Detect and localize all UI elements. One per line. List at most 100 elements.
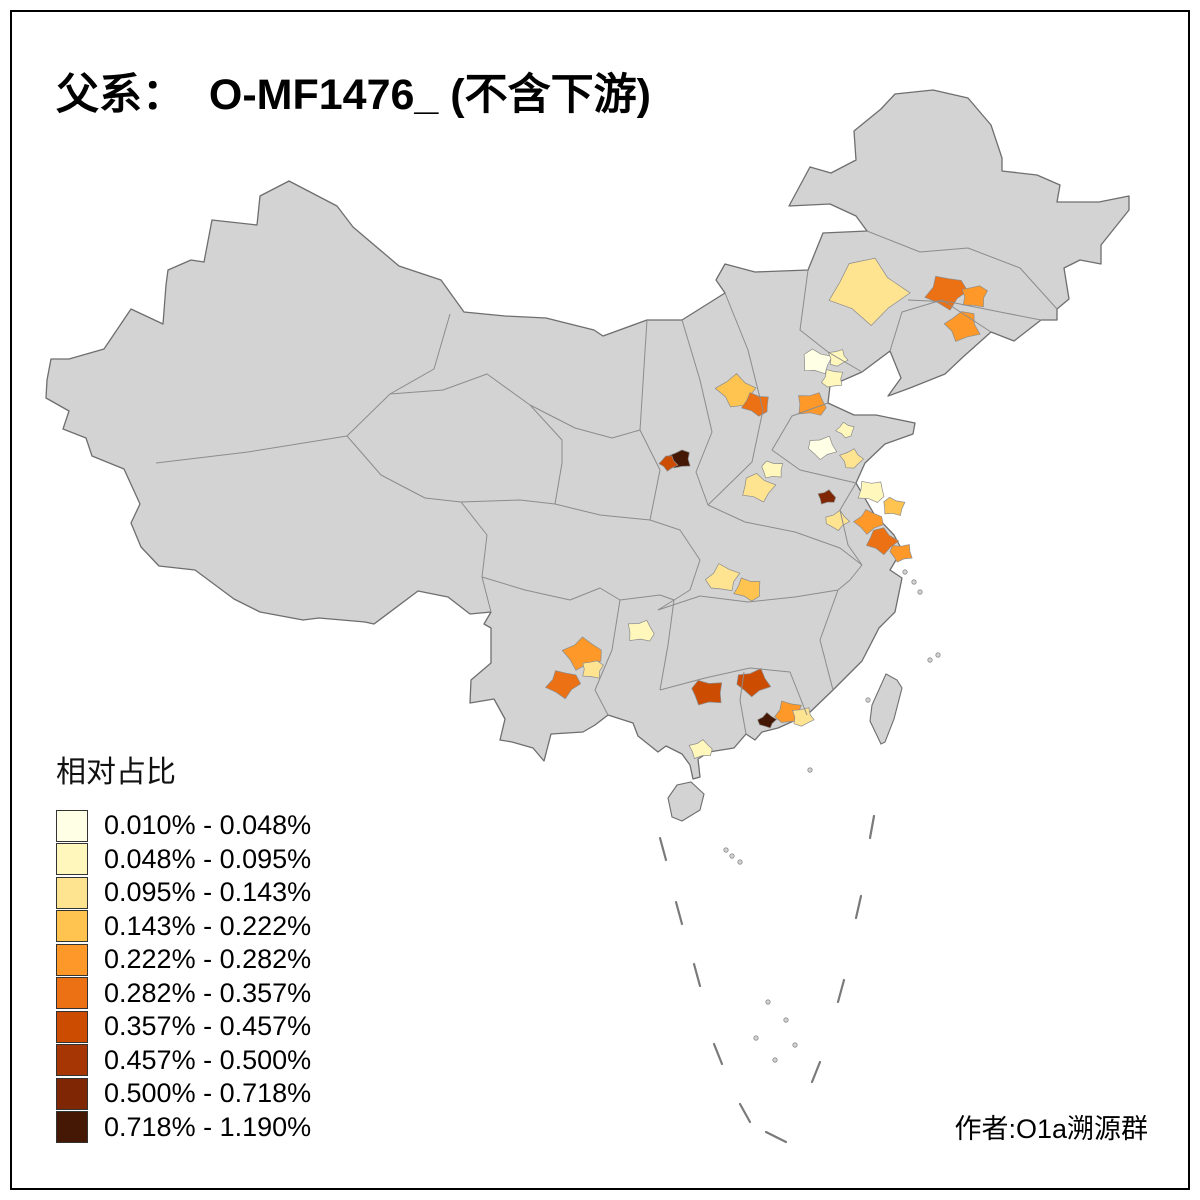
province-border — [837, 564, 863, 591]
hainan-island-shape — [667, 781, 705, 822]
legend-swatch — [56, 1044, 88, 1077]
province-border — [707, 292, 764, 506]
map-region — [658, 455, 679, 472]
map-region — [714, 373, 757, 408]
legend-label: 0.095% - 0.143% — [104, 877, 312, 908]
nine-dash-segment — [692, 962, 702, 988]
legend-swatch — [56, 977, 88, 1010]
legend-label: 0.143% - 0.222% — [104, 910, 312, 941]
small-island — [765, 999, 771, 1005]
nine-dash-segment — [854, 894, 863, 920]
legend-label: 0.282% - 0.357% — [104, 977, 312, 1008]
taiwan-island-shape — [869, 673, 903, 745]
map-region — [757, 712, 778, 729]
legend-item: 0.010% - 0.048% — [56, 809, 311, 843]
map-region — [817, 489, 837, 505]
legend-label: 0.048% - 0.095% — [104, 843, 312, 874]
colored-regions-layer — [545, 257, 988, 759]
legend-swatch — [56, 1010, 88, 1043]
small-island — [917, 589, 923, 595]
map-region — [808, 435, 838, 461]
province-border — [529, 319, 648, 439]
nine-dash-segment — [658, 836, 668, 862]
legend-item: 0.222% - 0.282% — [56, 943, 311, 977]
legend-item: 0.095% - 0.143% — [56, 876, 311, 910]
map-region — [761, 460, 784, 479]
province-border — [919, 247, 1058, 310]
plot-frame: 父系： O-MF1476_ (不含下游) 相对占比 0.010% - 0.048… — [10, 10, 1190, 1190]
nine-dash-segment — [674, 900, 684, 926]
province-border — [819, 589, 839, 691]
small-island — [772, 1057, 778, 1063]
legend-item: 0.457% - 0.500% — [56, 1044, 311, 1078]
map-region — [835, 421, 855, 439]
nine-dash-segment — [712, 1042, 724, 1066]
map-region — [853, 509, 884, 535]
legend-swatch — [56, 943, 88, 976]
legend-swatch — [56, 910, 88, 943]
nine-dash-segment — [764, 1130, 788, 1144]
nine-dash-line-layer — [658, 814, 876, 1144]
legend-item: 0.357% - 0.457% — [56, 1010, 311, 1044]
map-region — [736, 668, 772, 698]
map-region — [704, 563, 741, 591]
province-border — [594, 599, 621, 716]
small-island — [865, 697, 871, 703]
province-border — [657, 589, 839, 611]
province-border — [389, 373, 563, 463]
map-region — [839, 448, 865, 469]
map-region — [733, 577, 761, 602]
map-region — [883, 496, 906, 516]
small-island — [792, 1042, 798, 1048]
nine-dash-segment — [738, 1102, 752, 1124]
map-region — [691, 679, 723, 706]
map-title: 父系： O-MF1476_ (不含下游) — [56, 71, 651, 119]
legend: 相对占比 0.010% - 0.048% 0.048% - 0.095% 0.095… — [56, 747, 311, 1144]
attribution: 作者:O1a溯源群 — [954, 1114, 1148, 1144]
province-border — [771, 402, 857, 484]
map-region — [821, 369, 844, 388]
map-region — [792, 707, 815, 727]
small-island — [902, 569, 908, 575]
province-border — [866, 230, 921, 253]
legend-label: 0.500% - 0.718% — [104, 1078, 312, 1109]
map-region — [688, 739, 713, 759]
province-border — [460, 462, 563, 505]
legend-label: 0.357% - 0.457% — [104, 1011, 312, 1042]
map-region — [627, 619, 655, 642]
map-region — [740, 392, 769, 417]
province-border — [889, 299, 992, 352]
small-island — [935, 652, 941, 658]
province-border — [619, 594, 675, 691]
province-border — [659, 667, 808, 716]
province-border — [707, 504, 863, 566]
legend-item: 0.500% - 0.718% — [56, 1077, 311, 1111]
small-island — [729, 853, 735, 859]
province-border — [649, 519, 701, 611]
map-region — [857, 480, 885, 503]
legend-label: 0.222% - 0.282% — [104, 944, 312, 975]
province-border — [839, 482, 863, 566]
province-border — [155, 313, 451, 464]
map-region — [828, 257, 911, 326]
legend-swatch — [56, 843, 88, 876]
map-region — [924, 275, 969, 311]
province-border — [799, 269, 863, 373]
legend-label: 0.457% - 0.500% — [104, 1044, 312, 1075]
map-region — [825, 509, 851, 531]
nine-dash-segment — [810, 1060, 822, 1084]
small-island — [807, 767, 813, 773]
small-island — [783, 1017, 789, 1023]
map-region — [889, 544, 913, 563]
legend-item: 0.282% - 0.357% — [56, 977, 311, 1011]
small-island — [737, 859, 743, 865]
nine-dash-segment — [868, 814, 876, 840]
legend-label: 0.718% - 1.190% — [104, 1111, 312, 1142]
map-region — [545, 670, 582, 700]
small-islands-layer — [723, 569, 941, 1063]
map-region — [961, 285, 988, 308]
legend-swatch — [56, 876, 88, 909]
legend-item: 0.048% - 0.095% — [56, 843, 311, 877]
province-borders-layer — [155, 230, 1058, 735]
small-island — [723, 847, 729, 853]
